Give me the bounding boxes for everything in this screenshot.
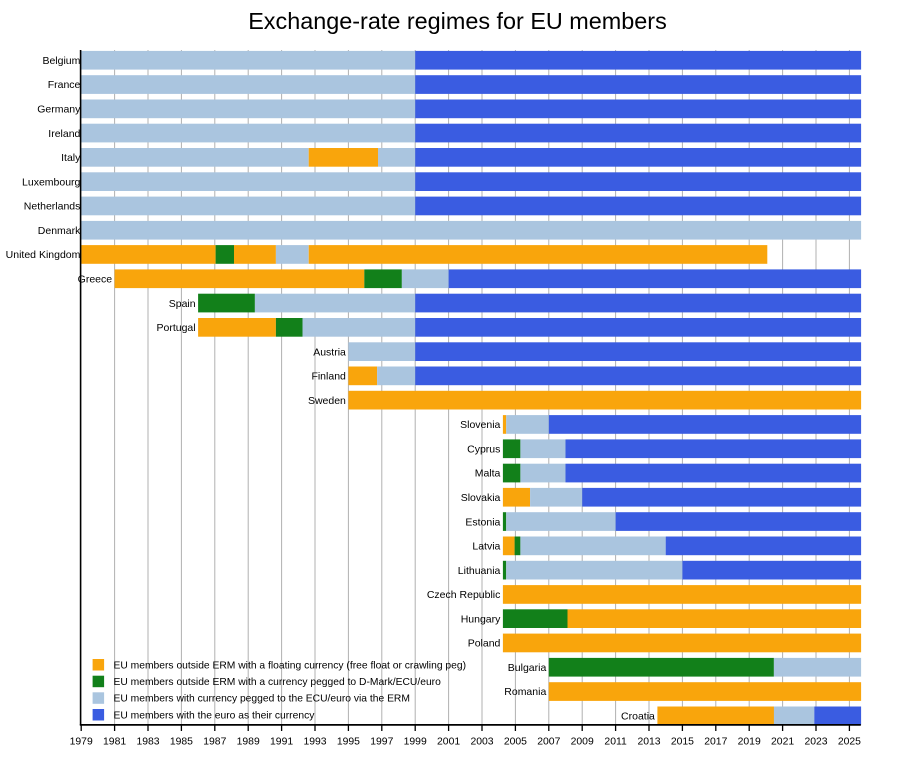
svg-text:2017: 2017 xyxy=(704,737,727,748)
svg-text:EU members outside ERM with a: EU members outside ERM with a currency p… xyxy=(114,677,442,688)
svg-text:Cyprus: Cyprus xyxy=(467,443,500,455)
svg-text:France: France xyxy=(48,79,81,91)
svg-text:2015: 2015 xyxy=(671,737,694,748)
svg-text:2011: 2011 xyxy=(604,737,627,748)
svg-text:2021: 2021 xyxy=(771,737,794,748)
svg-text:Slovakia: Slovakia xyxy=(461,492,501,504)
svg-text:1995: 1995 xyxy=(337,737,360,748)
svg-text:2005: 2005 xyxy=(504,737,527,748)
svg-text:Poland: Poland xyxy=(468,638,501,650)
svg-text:2013: 2013 xyxy=(637,737,660,748)
svg-text:EU members with the euro as th: EU members with the euro as their curren… xyxy=(114,710,316,721)
svg-text:Romania: Romania xyxy=(504,686,546,698)
svg-text:2019: 2019 xyxy=(738,737,761,748)
svg-text:EU members outside ERM with a: EU members outside ERM with a floating c… xyxy=(114,660,467,671)
svg-text:Spain: Spain xyxy=(169,298,196,310)
svg-text:Netherlands: Netherlands xyxy=(24,201,81,213)
svg-text:United Kingdom: United Kingdom xyxy=(6,249,81,261)
svg-text:Lithuania: Lithuania xyxy=(458,565,501,577)
svg-text:2007: 2007 xyxy=(537,737,560,748)
svg-text:Bulgaria: Bulgaria xyxy=(508,662,547,674)
svg-text:Malta: Malta xyxy=(475,468,501,480)
svg-text:Belgium: Belgium xyxy=(42,55,80,67)
svg-text:Portugal: Portugal xyxy=(156,322,195,334)
svg-text:2001: 2001 xyxy=(437,737,460,748)
svg-text:2023: 2023 xyxy=(804,737,827,748)
svg-text:1981: 1981 xyxy=(103,737,126,748)
svg-text:1991: 1991 xyxy=(270,737,293,748)
svg-text:Ireland: Ireland xyxy=(48,128,80,140)
svg-text:1993: 1993 xyxy=(303,737,326,748)
svg-text:2009: 2009 xyxy=(571,737,594,748)
svg-text:Estonia: Estonia xyxy=(465,516,500,528)
svg-text:1997: 1997 xyxy=(370,737,393,748)
svg-text:Germany: Germany xyxy=(37,104,81,116)
svg-text:2003: 2003 xyxy=(470,737,493,748)
svg-text:1985: 1985 xyxy=(170,737,193,748)
svg-text:Greece: Greece xyxy=(78,274,113,286)
svg-text:1989: 1989 xyxy=(237,737,260,748)
svg-text:Czech Republic: Czech Republic xyxy=(427,589,501,601)
svg-text:Denmark: Denmark xyxy=(38,225,81,237)
svg-text:Hungary: Hungary xyxy=(461,613,501,625)
svg-text:1987: 1987 xyxy=(203,737,226,748)
svg-text:1983: 1983 xyxy=(136,737,159,748)
svg-text:Luxembourg: Luxembourg xyxy=(22,176,81,188)
svg-text:1999: 1999 xyxy=(404,737,427,748)
svg-text:Slovenia: Slovenia xyxy=(460,419,500,431)
svg-text:2025: 2025 xyxy=(838,737,861,748)
svg-text:Croatia: Croatia xyxy=(621,711,655,723)
svg-text:Sweden: Sweden xyxy=(308,395,346,407)
svg-text:1979: 1979 xyxy=(70,737,93,748)
svg-text:Italy: Italy xyxy=(61,152,81,164)
svg-text:Latvia: Latvia xyxy=(472,541,500,553)
svg-text:Finland: Finland xyxy=(311,371,346,383)
svg-text:Exchange-rate regimes for EU m: Exchange-rate regimes for EU members xyxy=(248,8,667,34)
svg-text:Austria: Austria xyxy=(313,346,346,358)
svg-text:EU members with currency pegge: EU members with currency pegged to the E… xyxy=(114,694,410,705)
